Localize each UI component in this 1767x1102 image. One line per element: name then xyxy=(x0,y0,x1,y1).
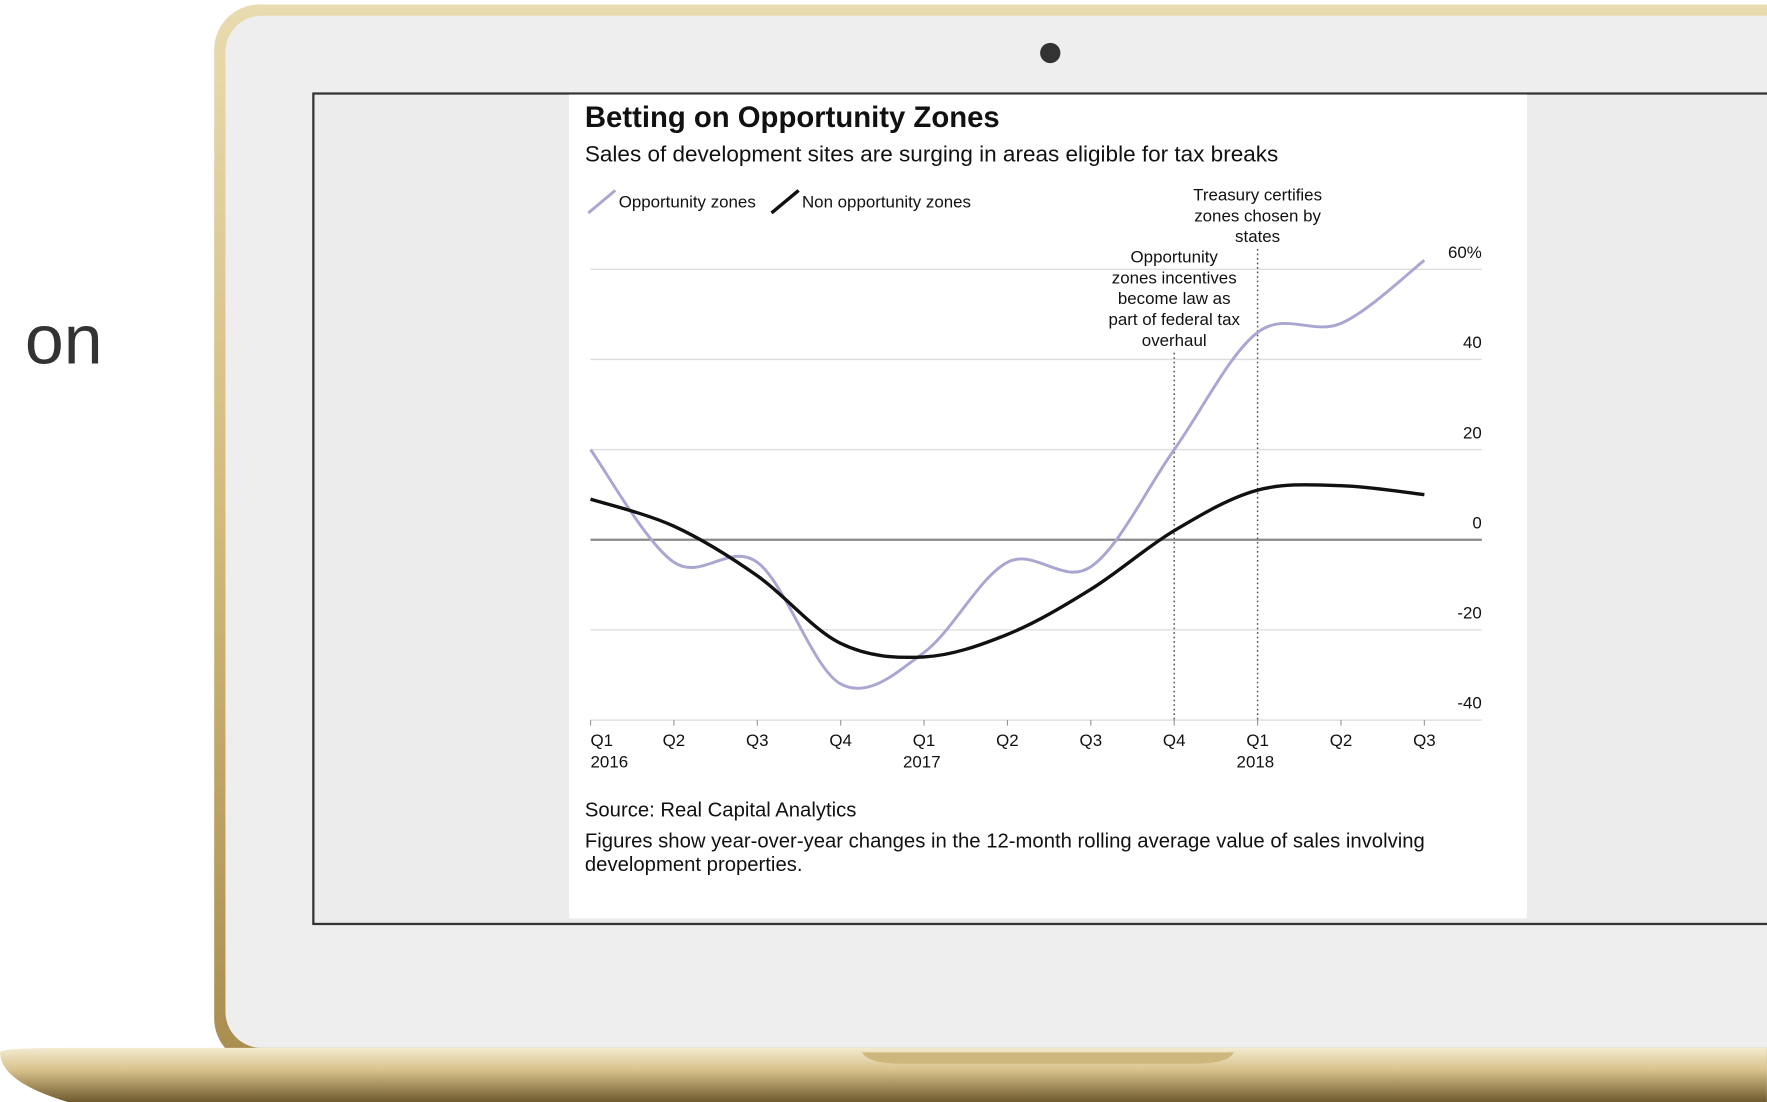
x-tick-label: Q2 xyxy=(996,731,1019,750)
chart-subtitle: Sales of development sites are surging i… xyxy=(585,141,1278,166)
annotation-text: Treasury certifies xyxy=(1193,186,1322,205)
annotation-text: zones incentives xyxy=(1112,268,1237,287)
chart-title: Betting on Opportunity Zones xyxy=(585,101,1000,134)
y-tick-label: 20 xyxy=(1463,423,1482,442)
x-tick-label: Q4 xyxy=(829,731,852,750)
annotation-text: states xyxy=(1235,227,1280,246)
source: Source: Real Capital Analytics xyxy=(585,800,856,822)
annotation-text: become law as xyxy=(1118,289,1231,308)
x-tick-label: Q3 xyxy=(1413,731,1436,750)
annotation-text: Opportunity xyxy=(1131,248,1219,267)
annotation-text: overhaul xyxy=(1142,331,1207,350)
x-year-label: 2016 xyxy=(591,752,629,771)
x-year-label: 2017 xyxy=(903,752,941,771)
x-tick-label: Q2 xyxy=(1330,731,1353,750)
y-tick-label: 0 xyxy=(1472,513,1481,532)
x-tick-label: Q2 xyxy=(663,731,686,750)
y-tick-label: -40 xyxy=(1457,694,1481,713)
x-tick-label: Q1 xyxy=(1246,731,1269,750)
x-tick-label: Q1 xyxy=(913,731,936,750)
x-year-label: 2018 xyxy=(1237,752,1275,771)
x-tick-label: Q3 xyxy=(1080,731,1103,750)
note-box: Figures show year-over-year changes in t… xyxy=(585,829,1486,885)
x-tick-label: Q1 xyxy=(591,731,614,750)
y-tick-label: -20 xyxy=(1457,604,1481,623)
side-text: on xyxy=(25,300,103,378)
chart-card xyxy=(569,95,1527,919)
annotation-text: zones chosen by xyxy=(1194,206,1321,225)
annotation-text: part of federal tax xyxy=(1108,310,1240,329)
camera xyxy=(1040,43,1060,63)
x-tick-label: Q3 xyxy=(746,731,769,750)
laptop-notch xyxy=(862,1052,1234,1063)
screen: on Betting on Opportunity Zones Sales of… xyxy=(0,0,1767,1102)
y-tick-label: 60% xyxy=(1448,243,1482,262)
x-tick-label: Q4 xyxy=(1163,731,1186,750)
note: Figures show year-over-year changes in t… xyxy=(585,829,1486,876)
legend-label: Non opportunity zones xyxy=(802,192,971,211)
y-tick-label: 40 xyxy=(1463,333,1482,352)
page: {"page": {"side_text": "on"}, "chart_dat… xyxy=(0,0,1767,1102)
legend-label: Opportunity zones xyxy=(619,192,756,211)
